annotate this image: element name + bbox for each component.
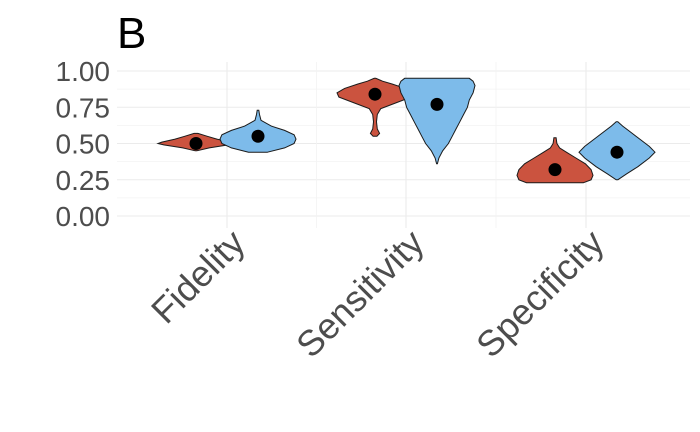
mean-point — [189, 137, 203, 150]
means — [189, 87, 624, 177]
x-tick-label: Sensitivity — [288, 222, 432, 366]
x-tick-label: Specificity — [468, 222, 612, 366]
violin-sensitivity-blue — [398, 77, 476, 165]
y-tick-label: 0.25 — [56, 165, 111, 196]
x-tick-label: Fidelity — [143, 222, 253, 332]
y-tick-label: 0.75 — [56, 92, 111, 123]
y-tick-label: 0.00 — [56, 201, 111, 232]
violin-specificity-red — [516, 137, 594, 184]
mean-point — [251, 129, 265, 143]
x-axis-ticks: Fidelity Sensitivity Specificity — [143, 222, 612, 366]
mean-point — [610, 145, 624, 159]
mean-point — [430, 97, 444, 111]
y-tick-label: 1.00 — [56, 56, 111, 87]
mean-point — [548, 163, 562, 177]
y-tick-label: 0.50 — [56, 129, 111, 160]
y-axis-ticks: 0.00 0.25 0.50 0.75 1.00 — [56, 56, 111, 232]
panel-tag: B — [117, 9, 146, 58]
violin-sensitivity-red — [336, 77, 414, 137]
mean-point — [368, 87, 382, 101]
